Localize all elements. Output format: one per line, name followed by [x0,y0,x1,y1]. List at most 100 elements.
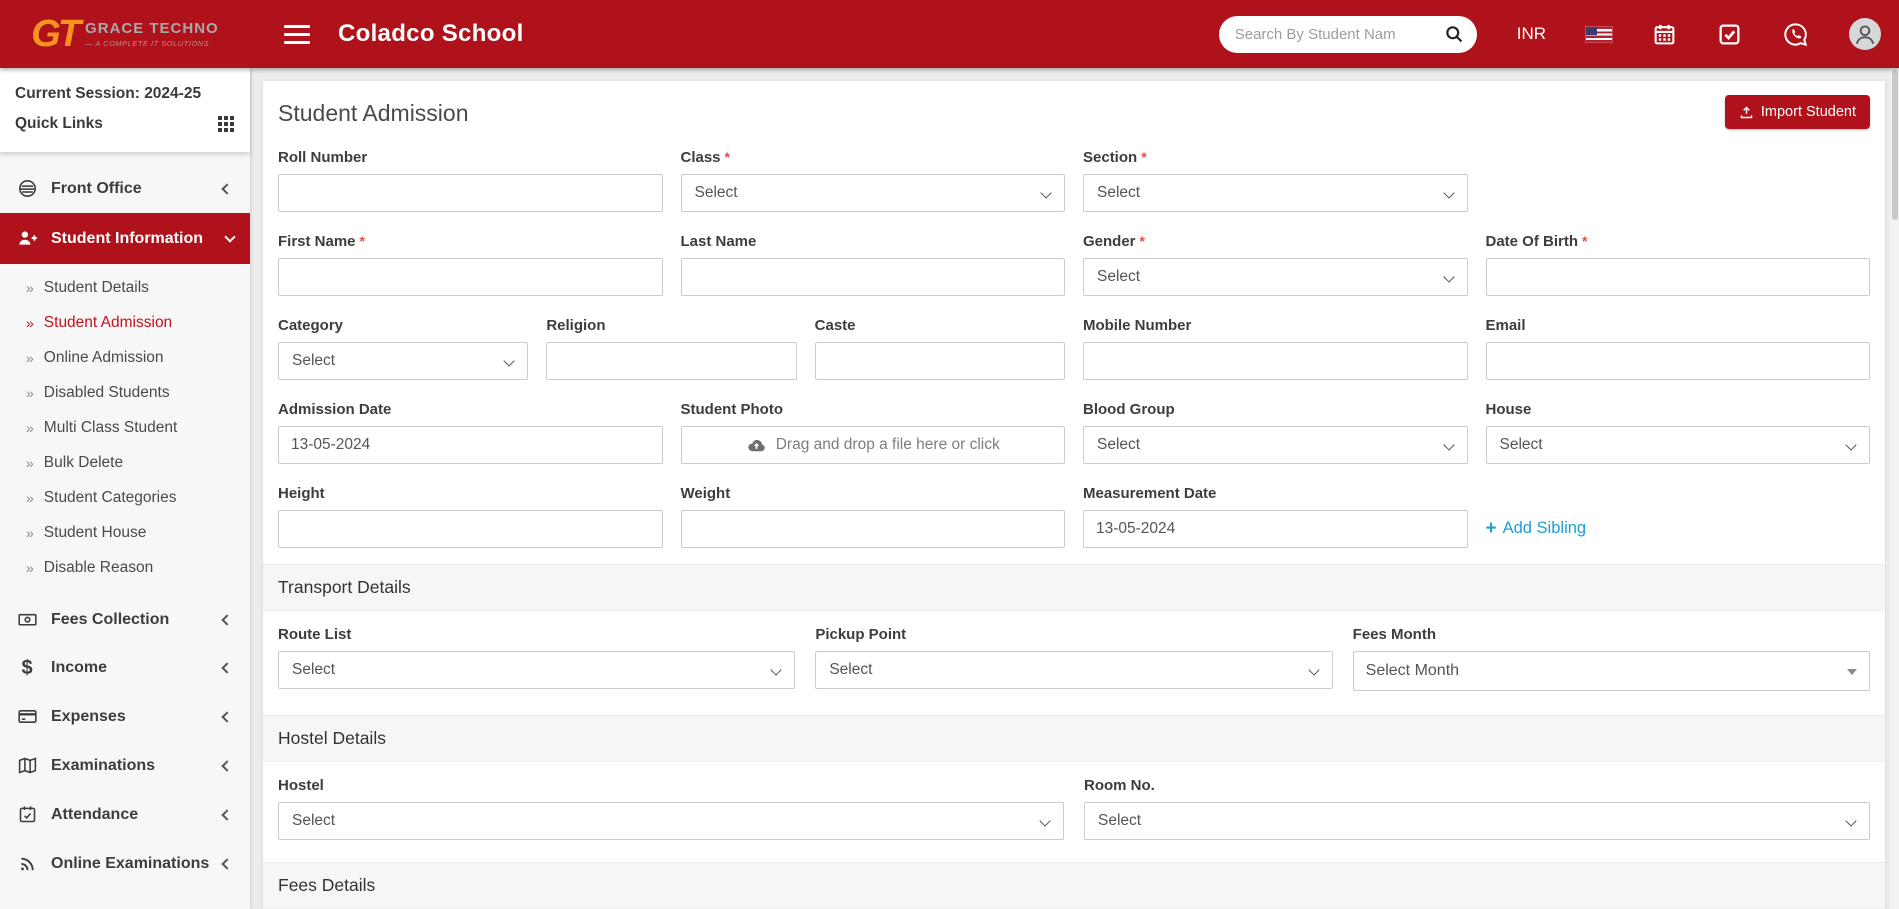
admission-date-input[interactable] [278,426,663,464]
religion-input[interactable] [546,342,797,380]
measurement-date-input[interactable] [1083,510,1468,548]
add-sibling-link[interactable]: + Add Sibling [1486,519,1587,538]
calendar-check-icon [16,804,38,825]
subitem-label: Bulk Delete [43,453,124,471]
sidebar-item-expenses[interactable]: Expenses [0,692,250,741]
field-label: Caste [814,317,856,334]
quick-links-grid-icon[interactable] [217,115,235,133]
sidebar-item-label: Front Office [51,179,142,197]
field-label: Measurement Date [1083,485,1217,502]
subitem-label: Online Admission [43,348,164,366]
field-label: First Name * [278,233,365,250]
pickup-point-select[interactable]: Select [815,651,1333,689]
tasks-check-icon[interactable] [1717,22,1742,47]
field-label: Admission Date [278,401,392,418]
field-label: Last Name [680,233,757,250]
field-label: Blood Group [1083,401,1175,418]
sidebar-subitem-bulk-delete[interactable]: » Bulk Delete [0,445,250,480]
room-no-select[interactable]: Select [1084,802,1870,840]
sidebar: Current Session: 2024-25 Quick Links [0,68,250,909]
gender-select[interactable]: Select [1083,258,1468,296]
field-label: Gender * [1083,233,1145,250]
sidebar-item-label: Fees Collection [51,610,170,628]
field-label: Email [1485,317,1526,334]
dollar-icon: $ [21,657,33,679]
sidebar-item-label: Student Information [51,229,203,247]
fees-month-select[interactable]: Select Month [1352,651,1870,691]
whatsapp-icon[interactable] [1782,21,1809,48]
user-plus-icon [16,228,38,249]
height-input[interactable] [278,510,663,548]
sidebar-subitem-online-admission[interactable]: » Online Admission [0,340,250,375]
sidebar-item-fees-collection[interactable]: Fees Collection [0,595,250,644]
map-icon [16,755,38,776]
sidebar-subitem-student-details[interactable]: » Student Details [0,270,250,305]
submenu-arrow-icon: » [26,349,34,366]
field-label: Category [278,317,344,334]
mobile-number-input[interactable] [1082,342,1468,380]
field-label: Class * [680,149,730,166]
search-input[interactable] [1234,25,1437,43]
weight-input[interactable] [680,510,1065,548]
user-avatar[interactable] [1849,18,1881,50]
fees-details-header: Fees Details [263,862,1885,909]
language-flag-icon[interactable] [1586,26,1612,42]
last-name-input[interactable] [680,258,1065,296]
student-search-box[interactable] [1218,15,1477,53]
sidebar-item-label: Online Examinations [51,854,210,872]
sidebar-item-income[interactable]: $ Income [0,644,250,692]
import-student-button[interactable]: Import Student [1724,95,1870,129]
plus-icon: + [1485,518,1497,539]
sidebar-item-examinations[interactable]: Examinations [0,741,250,790]
school-name-title: Coladco School [338,20,524,47]
currency-label[interactable]: INR [1516,24,1546,43]
date-of-birth-input[interactable] [1485,258,1870,296]
sidebar-subitem-student-admission[interactable]: » Student Admission [0,305,250,340]
student-photo-dropzone[interactable]: Drag and drop a file here or click [680,426,1065,464]
blood-group-select[interactable]: Select [1083,426,1468,464]
subitem-label: Disable Reason [43,558,154,576]
hamburger-menu-icon[interactable] [284,24,310,44]
chevron-down-icon [224,230,236,243]
sidebar-subitem-multi-class-student[interactable]: » Multi Class Student [0,410,250,445]
calendar-icon[interactable] [1652,22,1677,47]
current-session-label: Current Session: 2024-25 [15,85,202,102]
field-label: Religion [546,317,606,334]
sidebar-subitem-student-house[interactable]: » Student House [0,515,250,550]
field-label: Mobile Number [1082,317,1192,334]
subitem-label: Multi Class Student [43,418,178,436]
sidebar-item-front-office[interactable]: Front Office [0,164,250,213]
submenu-arrow-icon: » [26,524,34,541]
submenu-arrow-icon: » [26,384,34,401]
chevron-left-icon [221,808,233,821]
email-input[interactable] [1485,342,1871,380]
scrollbar-thumb[interactable] [1891,70,1898,220]
sidebar-subitem-disable-reason[interactable]: » Disable Reason [0,550,250,585]
house-select[interactable]: Select [1485,426,1870,464]
route-list-select[interactable]: Select [278,651,796,689]
sidebar-subitem-disabled-students[interactable]: » Disabled Students [0,375,250,410]
field-label: Section * [1083,149,1147,166]
chevron-left-icon [221,182,233,195]
sidebar-item-online-examinations[interactable]: Online Examinations [0,839,250,888]
field-label: Height [278,485,325,502]
hostel-select[interactable]: Select [278,802,1064,840]
category-select[interactable]: Select [278,342,529,380]
sidebar-subitem-student-categories[interactable]: » Student Categories [0,480,250,515]
sidebar-item-student-information[interactable]: Student Information [0,213,250,264]
class-select[interactable]: Select [680,174,1065,212]
field-label: Weight [680,485,731,502]
field-label: Fees Month [1352,626,1436,643]
sidebar-item-label: Examinations [51,756,156,774]
brand-logo[interactable]: GT GRACE TECHNO — A COMPLETE IT SOLUTION… [0,0,250,68]
vertical-scrollbar[interactable] [1890,68,1899,909]
roll-number-input[interactable] [278,174,663,212]
first-name-input[interactable] [278,258,663,296]
student-information-submenu: » Student Details » Student Admission » … [0,264,250,595]
search-icon[interactable] [1444,24,1464,44]
submenu-arrow-icon: » [26,314,34,331]
section-select[interactable]: Select [1083,174,1468,212]
sidebar-item-attendance[interactable]: Attendance [0,790,250,839]
caste-input[interactable] [814,342,1065,380]
